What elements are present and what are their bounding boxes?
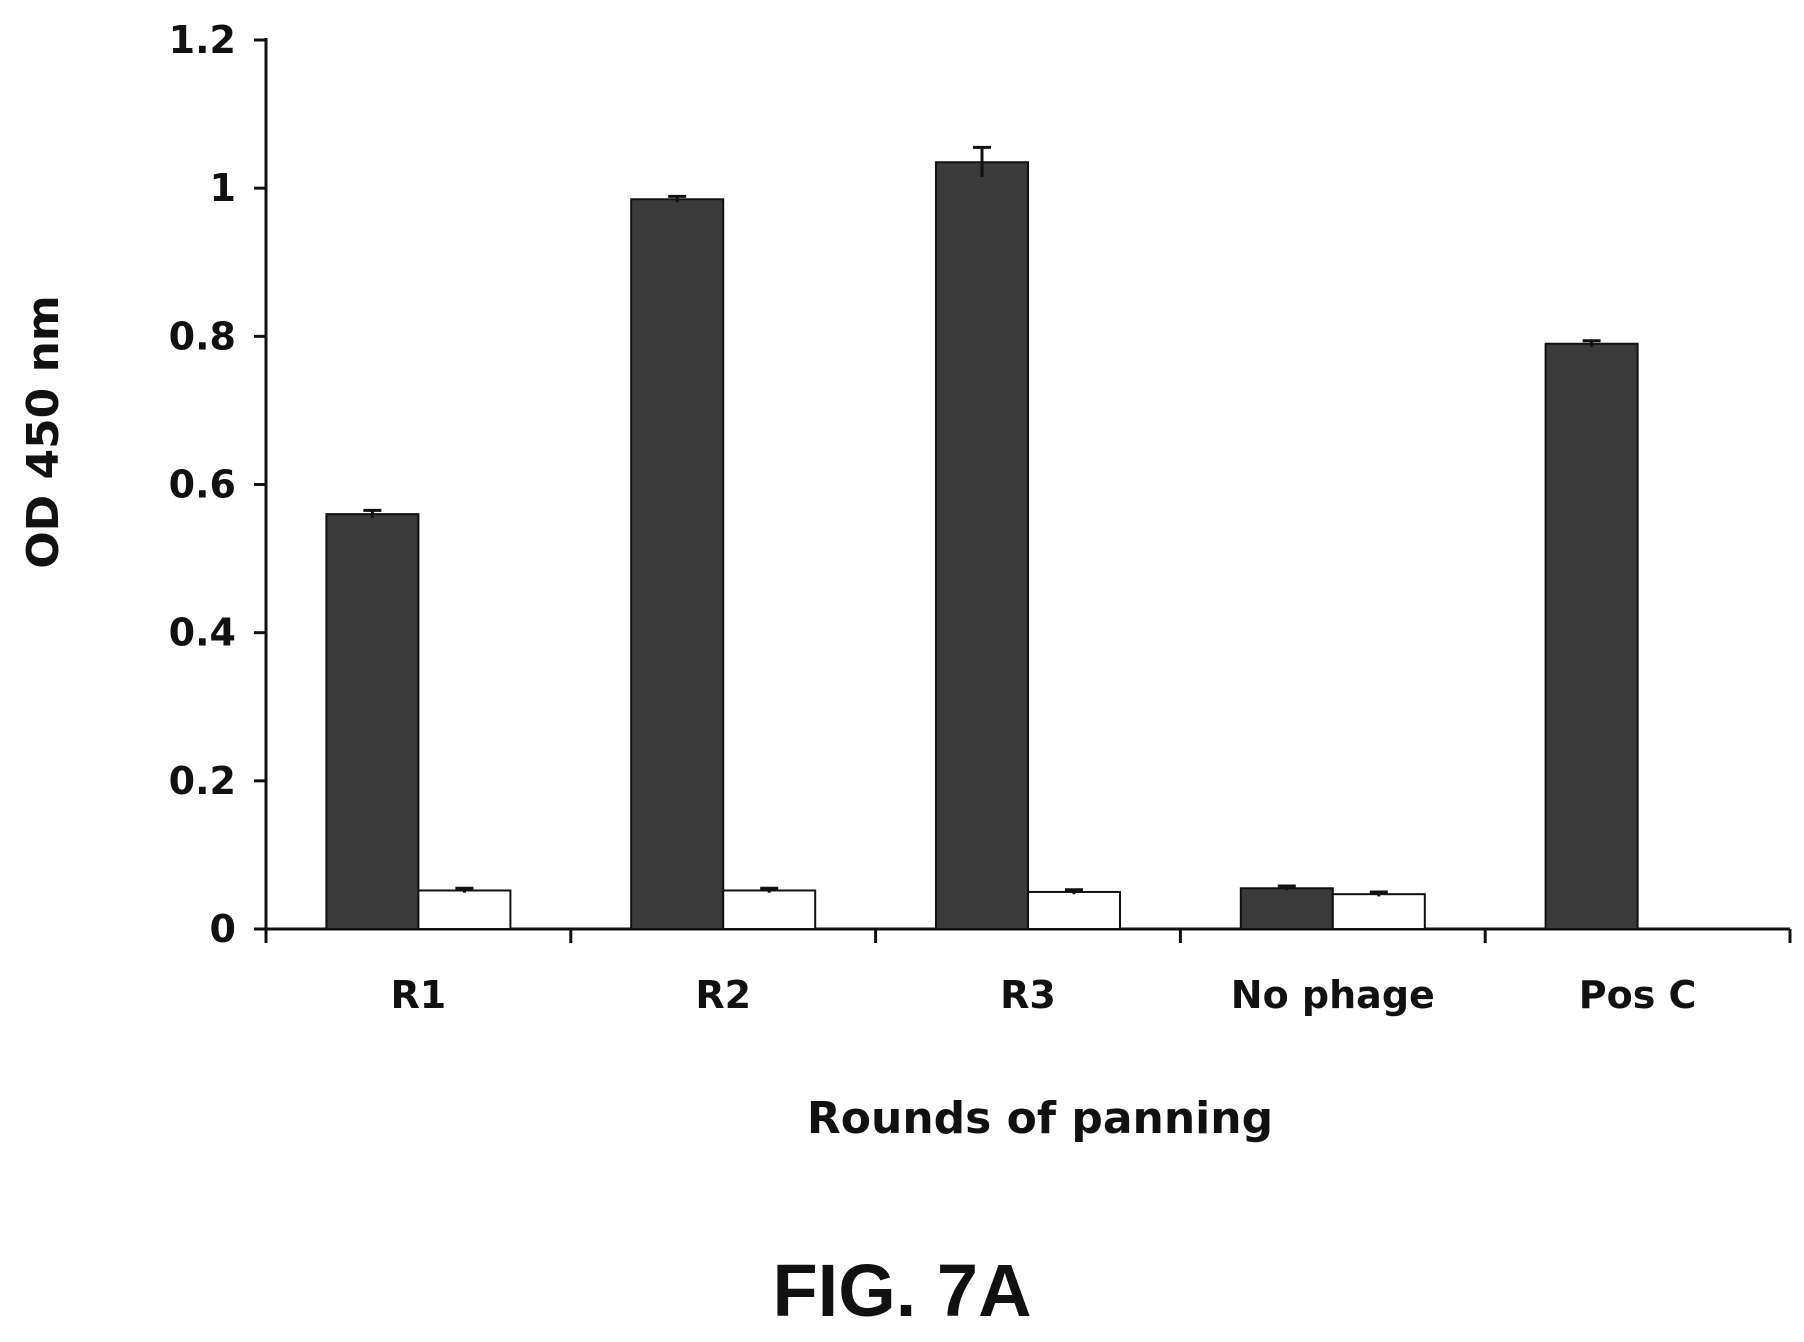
y-axis: 0 0.2 0.4 0.6 0.8 1 1.2 [169, 18, 268, 951]
y-tick-label: 0.4 [169, 611, 236, 655]
bar-open [417, 889, 512, 931]
y-tick-label: 0 [210, 907, 236, 951]
bar-filled [935, 161, 1029, 931]
y-tick-label: 0.8 [169, 314, 236, 358]
x-axis-title: Rounds of panning [807, 1093, 1273, 1144]
bar-open [722, 889, 817, 931]
x-tick-label: R3 [1000, 973, 1056, 1017]
bar-chart: 0 0.2 0.4 0.6 0.8 1 1.2 R1 R2 R3 No phage Pos C OD… [18, 18, 1792, 1144]
bar-filled [325, 513, 420, 931]
x-tick-label: R1 [391, 973, 447, 1017]
bar-open [1331, 893, 1426, 931]
bar-filled [1239, 887, 1334, 930]
x-tick-label: Pos C [1579, 973, 1697, 1017]
x-axis: R1 R2 R3 No phage Pos C [264, 927, 1792, 1017]
bar-series [325, 145, 1639, 931]
bar-filled [1544, 342, 1639, 931]
y-tick-label: 1.2 [169, 18, 236, 62]
y-tick-label: 1 [210, 166, 236, 210]
y-axis-title: OD 450 nm [18, 295, 69, 569]
y-tick-label: 0.2 [169, 759, 236, 803]
bar-open [1027, 890, 1121, 930]
x-tick-label: No phage [1231, 973, 1435, 1017]
x-tick-label: R2 [695, 973, 751, 1017]
figure-caption: FIG. 7A [772, 1249, 1032, 1332]
y-tick-label: 0.6 [169, 463, 236, 507]
bar-filled [630, 198, 725, 930]
